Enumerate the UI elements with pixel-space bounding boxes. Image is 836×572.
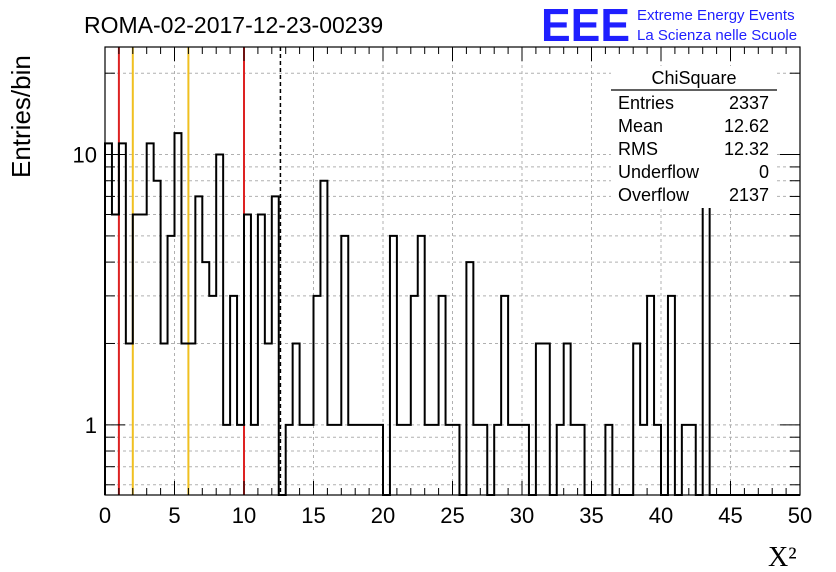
axis-labels: 0 5 10 15 20 25 30 35 40 45 50 1 10 <box>73 143 813 528</box>
stats-label-rms: RMS <box>618 139 658 159</box>
stats-box: ChiSquare Entries 2337 Mean 12.62 RMS 12… <box>611 66 777 208</box>
x-tick-label: 45 <box>718 503 742 528</box>
stats-value-entries: 2337 <box>729 93 769 113</box>
y-axis-title: Entries/bin <box>6 55 36 178</box>
stats-label-overflow: Overflow <box>618 185 690 205</box>
logo-line-2: La Scienza nelle Scuole <box>637 27 797 44</box>
stats-label-mean: Mean <box>618 116 663 136</box>
run-title: ROMA-02-2017-12-23-00239 <box>84 12 383 38</box>
x-tick-label: 40 <box>649 503 673 528</box>
x-tick-label: 35 <box>579 503 603 528</box>
x-tick-label: 10 <box>232 503 256 528</box>
y-tick-label: 10 <box>73 143 97 168</box>
histogram-outline <box>104 132 800 496</box>
stats-label-entries: Entries <box>618 93 674 113</box>
stats-label-underflow: Underflow <box>618 162 700 182</box>
x-tick-label: 25 <box>440 503 464 528</box>
histogram-layer <box>104 132 800 496</box>
stats-value-mean: 12.62 <box>724 116 769 136</box>
stats-value-overflow: 2137 <box>729 185 769 205</box>
stats-value-rms: 12.32 <box>724 139 769 159</box>
x-tick-label: 0 <box>99 503 111 528</box>
x-tick-label: 15 <box>301 503 325 528</box>
eee-logo-mark: EEE <box>541 0 630 51</box>
logo-line-1: Extreme Energy Events <box>637 7 795 24</box>
stats-box-title: ChiSquare <box>651 68 736 88</box>
reference-lines <box>117 47 282 495</box>
x-tick-label: 30 <box>510 503 534 528</box>
x-tick-label: 20 <box>371 503 395 528</box>
x-axis-title: X² <box>768 542 797 572</box>
y-tick-label: 1 <box>85 413 97 438</box>
axis-ticks <box>104 47 801 495</box>
x-tick-label: 50 <box>788 503 812 528</box>
x-tick-label: 5 <box>168 503 180 528</box>
stats-value-underflow: 0 <box>759 162 769 182</box>
